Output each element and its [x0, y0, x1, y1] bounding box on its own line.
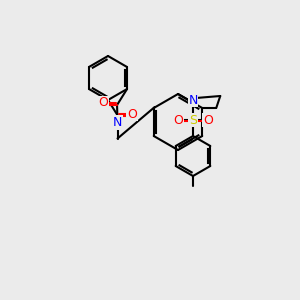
Text: O: O — [203, 113, 213, 127]
Text: O: O — [98, 97, 108, 110]
Text: O: O — [173, 113, 183, 127]
Text: O: O — [127, 107, 137, 121]
Text: N: N — [113, 116, 122, 129]
Text: S: S — [189, 113, 197, 127]
Text: N: N — [188, 94, 198, 106]
